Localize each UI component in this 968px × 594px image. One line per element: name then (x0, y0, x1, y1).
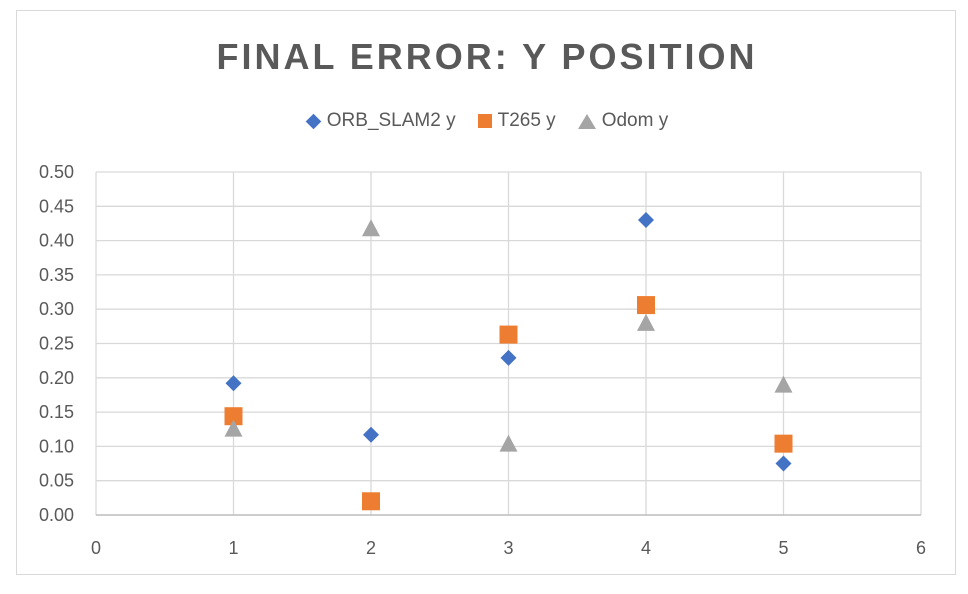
orb-slam2-point (363, 426, 379, 443)
t265-point (637, 296, 655, 315)
square-marker-icon (477, 114, 492, 128)
y-tick-label: 0.25 (39, 334, 74, 354)
odom-point (499, 434, 518, 452)
odom-point (637, 313, 655, 331)
legend: ORB_SLAM2 y T265 y Odom y (0, 110, 968, 132)
legend-label-odom: Odom y (601, 110, 669, 131)
chart-title: FINAL ERROR: Y POSITION (216, 36, 758, 77)
legend-label-orb-slam2: ORB_SLAM2 y (326, 110, 456, 131)
t265-point (362, 492, 380, 511)
odom-point (774, 375, 793, 393)
legend-item-t265: T265 y (477, 110, 556, 132)
legend-label-t265: T265 y (497, 110, 556, 131)
odom-point (362, 219, 380, 237)
y-tick-label: 0.00 (39, 505, 74, 525)
y-tick-label: 0.10 (39, 436, 74, 456)
t265-point (224, 407, 243, 426)
x-tick-label: 0 (91, 538, 101, 558)
orb-slam2-point (500, 349, 517, 366)
y-tick-label: 0.45 (39, 196, 74, 216)
t265-point (774, 434, 793, 453)
legend-item-odom: Odom y (577, 110, 669, 132)
y-tick-label: 0.15 (39, 402, 74, 422)
orb-slam2-point (638, 212, 654, 229)
y-tick-label: 0.20 (39, 368, 74, 388)
x-tick-label: 6 (916, 538, 926, 558)
y-tick-label: 0.35 (39, 265, 74, 285)
x-tick-label: 3 (503, 538, 513, 558)
x-tick-label: 2 (366, 538, 376, 558)
y-tick-label: 0.50 (39, 162, 74, 182)
y-tick-label: 0.30 (39, 299, 74, 319)
x-tick-label: 4 (641, 538, 651, 558)
legend-item-orb-slam2: ORB_SLAM2 y (305, 110, 456, 132)
x-tick-label: 1 (228, 538, 238, 558)
orb-slam2-point (775, 455, 792, 472)
x-tick-label: 5 (778, 538, 788, 558)
orb-slam2-point (225, 375, 242, 392)
t265-point (499, 325, 518, 344)
triangle-marker-icon (577, 113, 596, 129)
y-tick-label: 0.40 (39, 231, 74, 251)
y-tick-label: 0.05 (39, 471, 74, 491)
odom-point (224, 419, 243, 437)
